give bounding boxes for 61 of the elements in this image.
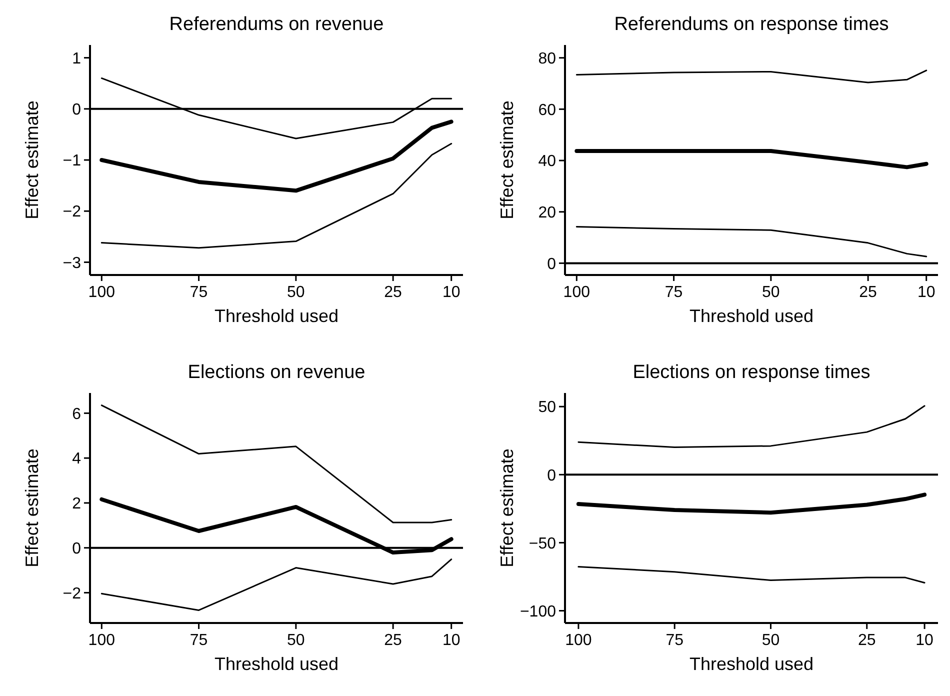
x-tick-label: 100: [88, 284, 116, 301]
chart-title: Elections on response times: [632, 362, 870, 383]
x-axis-title: Threshold used: [689, 306, 814, 326]
line-series: [100, 120, 454, 193]
line-series: [576, 70, 928, 84]
x-tick-label: 75: [666, 632, 684, 649]
chart-title: Referendums on revenue: [169, 14, 384, 35]
line-series: [100, 558, 452, 611]
x-tick-label: 25: [384, 284, 402, 301]
line-series: [100, 142, 452, 249]
x-tick-label: 50: [762, 632, 780, 649]
y-tick-label: 1: [72, 50, 82, 68]
y-tick-label: 0: [547, 467, 556, 484]
y-tick-label: 80: [538, 50, 556, 68]
x-axis-title: Threshold used: [214, 654, 339, 674]
x-tick-label: 25: [859, 284, 878, 301]
line-series: [576, 226, 928, 258]
y-tick-label: 50: [538, 399, 556, 416]
y-tick-label: −1: [62, 152, 82, 170]
x-tick-label: 100: [88, 632, 116, 649]
y-tick-label: 4: [72, 450, 82, 468]
line-series: [578, 566, 926, 584]
x-tick-label: 100: [565, 632, 592, 649]
line-series: [100, 404, 452, 524]
x-tick-label: 10: [442, 632, 460, 649]
y-tick-label: −2: [62, 204, 82, 221]
y-axis-title: Effect estimate: [22, 100, 42, 220]
y-tick-label: −100: [520, 603, 556, 620]
y-tick-label: 0: [72, 540, 82, 558]
x-tick-label: 25: [858, 632, 876, 649]
x-tick-label: 75: [190, 632, 208, 649]
x-axis-title: Threshold used: [689, 654, 814, 674]
line-series: [574, 149, 928, 170]
y-tick-label: −3: [62, 254, 82, 272]
y-tick-label: 0: [72, 101, 82, 118]
x-tick-label: 10: [916, 632, 934, 649]
x-tick-label: 50: [287, 284, 305, 301]
x-tick-label: 50: [287, 632, 305, 649]
line-series: [578, 405, 926, 448]
chart-title: Elections on revenue: [188, 362, 366, 383]
x-tick-label: 10: [917, 284, 936, 301]
y-tick-label: 0: [547, 256, 556, 273]
y-tick-label: 40: [538, 153, 556, 170]
x-tick-label: 75: [190, 284, 208, 301]
x-tick-label: 75: [664, 284, 683, 301]
y-tick-label: 20: [538, 204, 556, 222]
y-tick-label: 2: [72, 496, 82, 513]
x-tick-label: 100: [563, 284, 590, 301]
y-tick-label: −2: [62, 585, 82, 602]
y-tick-label: 6: [72, 406, 82, 423]
y-axis-title: Effect estimate: [497, 448, 517, 568]
y-tick-label: −50: [528, 535, 556, 552]
line-series: [576, 492, 927, 515]
y-tick-label: 60: [538, 102, 556, 119]
chart-title: Referendums on response times: [614, 14, 889, 35]
x-tick-label: 50: [762, 284, 780, 301]
y-axis-title: Effect estimate: [497, 100, 517, 220]
x-tick-label: 25: [384, 632, 402, 649]
x-axis-title: Threshold used: [214, 306, 339, 326]
x-tick-label: 10: [442, 284, 460, 301]
y-axis-title: Effect estimate: [22, 448, 42, 568]
